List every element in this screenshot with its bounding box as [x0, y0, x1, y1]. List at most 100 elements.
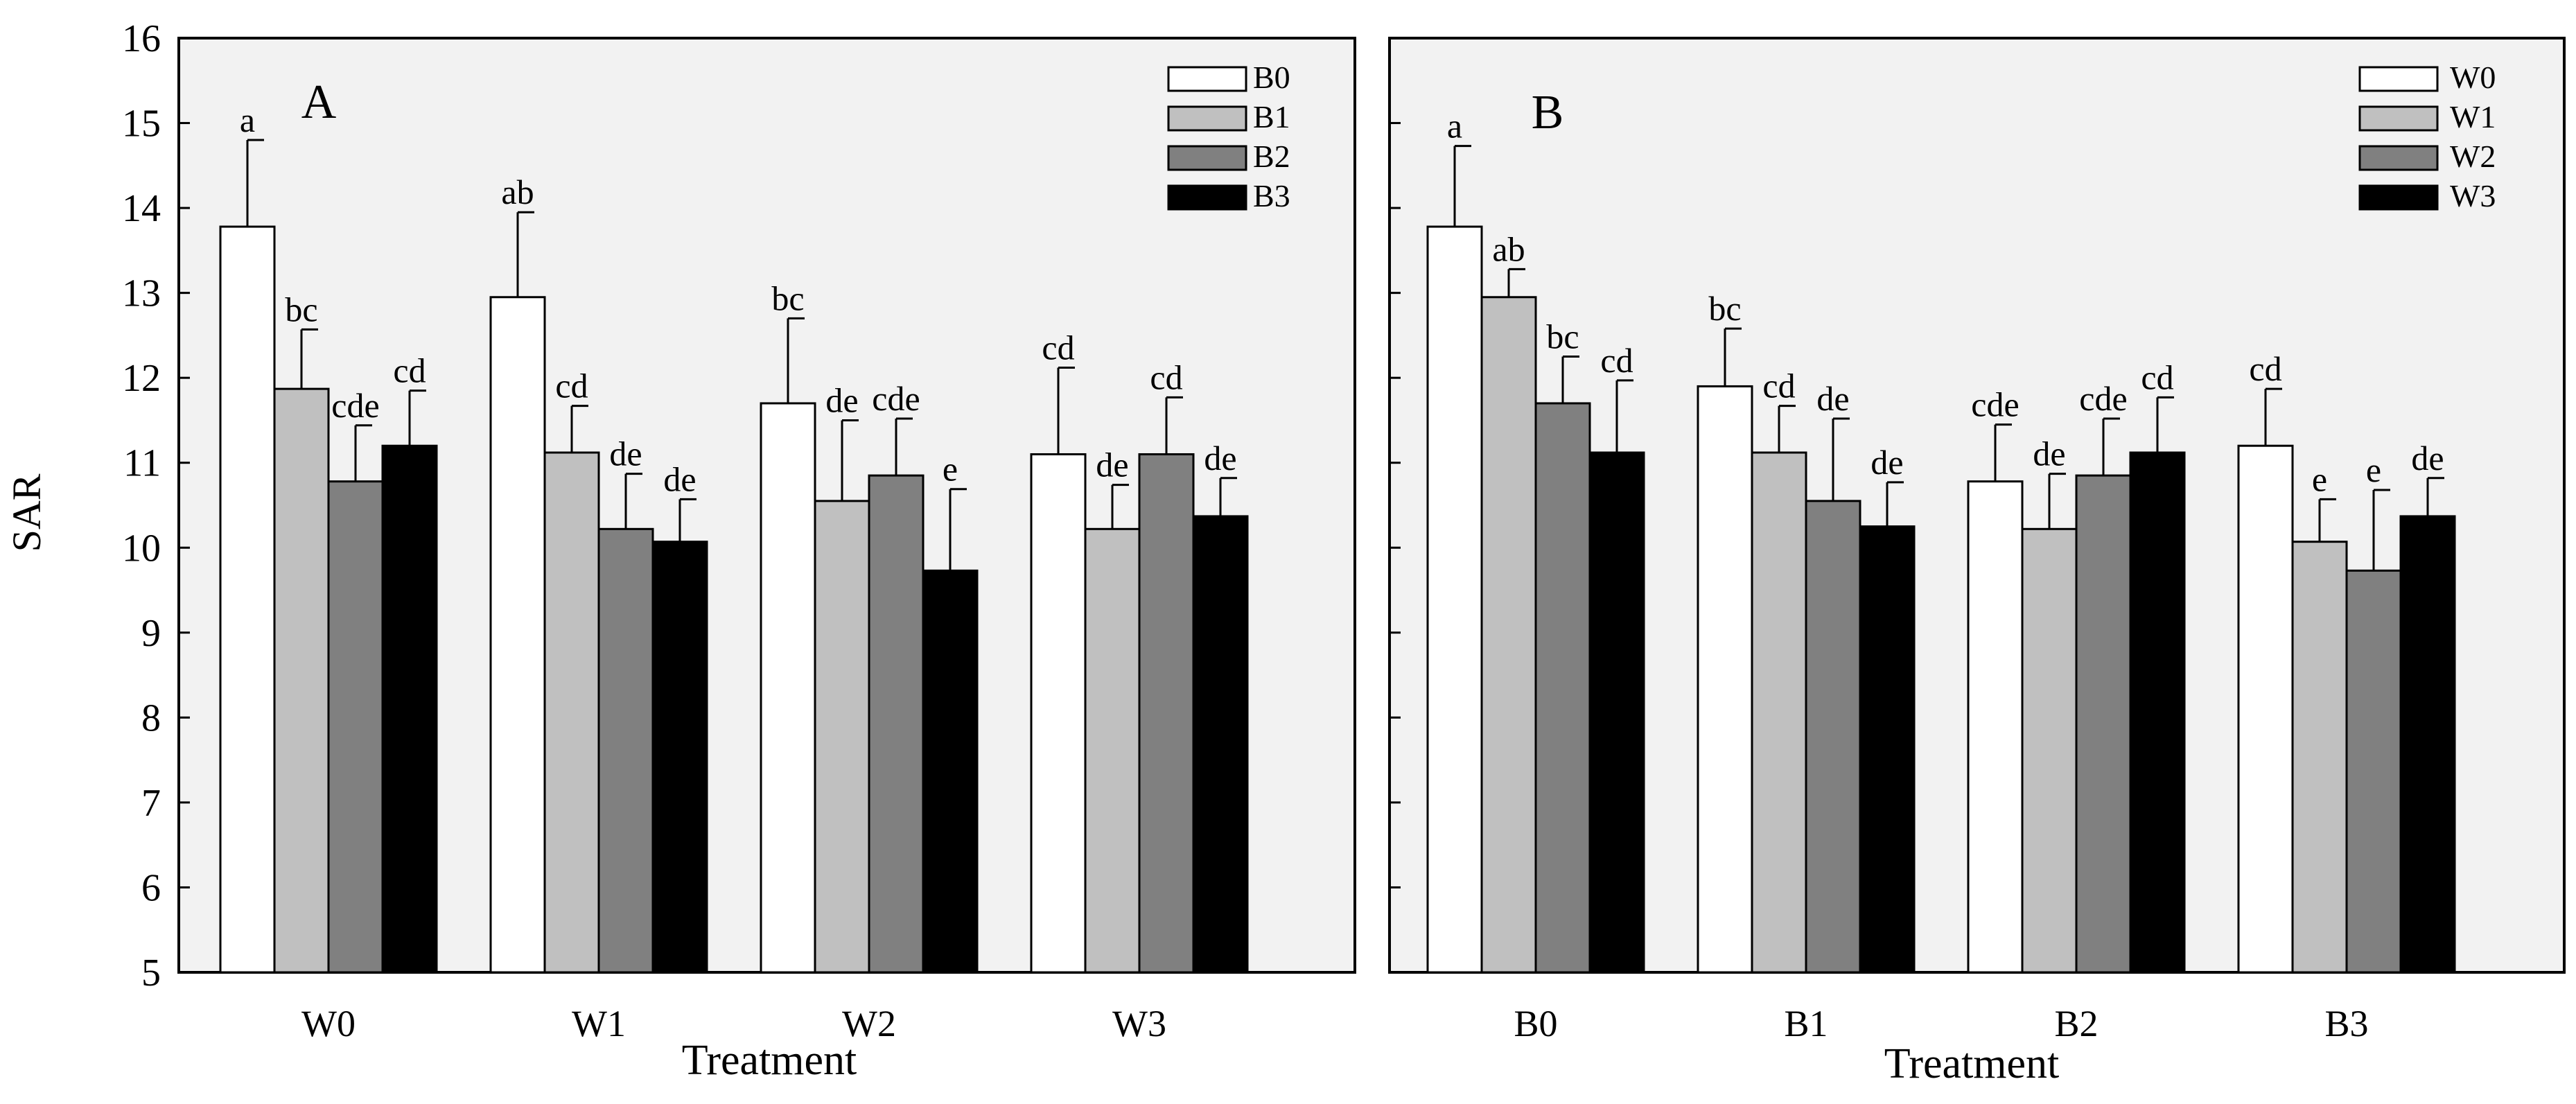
x-axis-title: Treatment [682, 1037, 857, 1084]
legend: B0 B1 B2 B3 [1167, 60, 1290, 213]
bar-w0-b0 [219, 225, 276, 974]
significance-letter: cd [1762, 367, 1795, 405]
significance-letter: de [1816, 379, 1849, 418]
significance-letter: de [2033, 435, 2065, 473]
bar-b1-w3 [1859, 525, 1916, 974]
legend-swatch [1167, 184, 1247, 211]
x-axis-title: Treatment [1884, 1040, 2060, 1087]
significance-letter: cd [393, 351, 426, 390]
significance-letter: ab [1492, 229, 1525, 268]
legend-swatch [2358, 66, 2439, 92]
y-tick-label: 7 [141, 782, 161, 825]
significance-letter: de [825, 380, 858, 419]
bar-w1-b3 [651, 541, 708, 974]
legend-swatch [2358, 184, 2439, 211]
significance-letter: cd [1042, 328, 1074, 367]
legend-label: W3 [2450, 178, 2496, 213]
x-tick-label: B2 [2054, 1003, 2098, 1044]
bar-b2-w2 [2075, 474, 2132, 974]
legend-label: W2 [2450, 139, 2496, 174]
significance-letter: de [1204, 439, 1236, 477]
bar-w1-b1 [543, 451, 600, 974]
y-tick-label: 9 [141, 612, 161, 655]
significance-letter: cde [872, 379, 920, 418]
bar-w3-b3 [1192, 515, 1249, 974]
bar-w1-b2 [597, 527, 654, 974]
significance-letter: bc [285, 290, 317, 328]
bar-w3-b0 [1030, 453, 1087, 974]
bar-w3-b1 [1084, 527, 1141, 974]
panel-label: A [301, 76, 337, 129]
significance-letter: a [1447, 107, 1462, 146]
bar-b3-w0 [2237, 444, 2294, 974]
significance-letter: a [240, 100, 255, 139]
x-tick-label: B3 [2324, 1003, 2368, 1044]
x-tick-label: B1 [1784, 1003, 1828, 1044]
y-tick-label: 14 [122, 187, 161, 230]
significance-letter: de [2411, 439, 2444, 477]
significance-letter: cd [2249, 349, 2281, 388]
significance-letter: cd [1600, 341, 1633, 380]
bar-w2-b1 [814, 500, 870, 974]
significance-letter: e [2312, 459, 2327, 498]
bar-w2-b2 [868, 474, 925, 974]
legend-label: W0 [2450, 60, 2496, 95]
bar-b1-w2 [1805, 500, 1861, 974]
y-tick-label: 12 [122, 357, 161, 400]
significance-letter: cd [555, 367, 588, 405]
significance-letter: bc [1708, 289, 1741, 328]
x-tick-label: B0 [1514, 1003, 1557, 1044]
significance-letter: e [2366, 450, 2381, 489]
bar-b3-w3 [2399, 515, 2456, 974]
y-tick-label: 6 [141, 866, 161, 909]
legend-label: W1 [2450, 99, 2496, 134]
bar-w1-b0 [489, 296, 546, 974]
significance-letter: bc [771, 279, 804, 317]
bar-b1-w0 [1697, 385, 1753, 974]
x-tick-label: W2 [842, 1003, 896, 1044]
significance-letter: de [609, 435, 642, 473]
y-tick-label: 5 [141, 952, 161, 995]
bar-b2-w1 [2021, 527, 2078, 974]
significance-letter: e [943, 450, 958, 489]
bar-b0-w1 [1480, 296, 1537, 974]
legend-label: B3 [1253, 178, 1290, 213]
legend-label: B2 [1253, 139, 1290, 174]
legend-label: B0 [1253, 60, 1290, 95]
significance-letter: cd [1150, 358, 1182, 396]
bar-w0-b1 [273, 387, 330, 974]
significance-letter: bc [1546, 317, 1579, 356]
bar-w0-b3 [381, 444, 438, 974]
chart-panel-a: 5678910111213141516abccdecdW0abcddedeW1b… [122, 17, 1356, 1084]
legend-swatch [2358, 105, 2439, 132]
bar-b3-w1 [2291, 541, 2348, 974]
legend-swatch [1167, 145, 1247, 171]
y-tick-label: 15 [122, 103, 161, 146]
bar-w2-b0 [760, 402, 816, 974]
significance-letter: cde [331, 386, 379, 425]
panel-label: B [1532, 86, 1564, 139]
y-axis-label: SAR [4, 473, 49, 552]
legend-label: B1 [1253, 99, 1290, 134]
significance-letter: de [1096, 446, 1128, 484]
legend-swatch [1167, 66, 1247, 92]
significance-letter: de [663, 459, 696, 498]
bar-b3-w2 [2345, 569, 2402, 974]
significance-letter: de [1870, 443, 1903, 482]
bar-b0-w2 [1534, 402, 1591, 974]
x-tick-label: W1 [572, 1003, 626, 1044]
bar-b0-w0 [1426, 225, 1483, 974]
y-tick-label: 11 [123, 442, 161, 485]
bar-w3-b2 [1138, 453, 1195, 974]
bar-w0-b2 [327, 480, 384, 974]
bar-w2-b3 [922, 569, 979, 974]
bar-b0-w3 [1588, 451, 1645, 974]
y-tick-label: 8 [141, 696, 161, 739]
significance-letter: cde [2079, 379, 2127, 418]
significance-letter: cd [2141, 358, 2173, 396]
y-tick-label: 10 [122, 527, 161, 570]
y-tick-label: 16 [122, 17, 161, 60]
significance-letter: cde [1971, 385, 2019, 424]
bar-b2-w3 [2129, 451, 2186, 974]
